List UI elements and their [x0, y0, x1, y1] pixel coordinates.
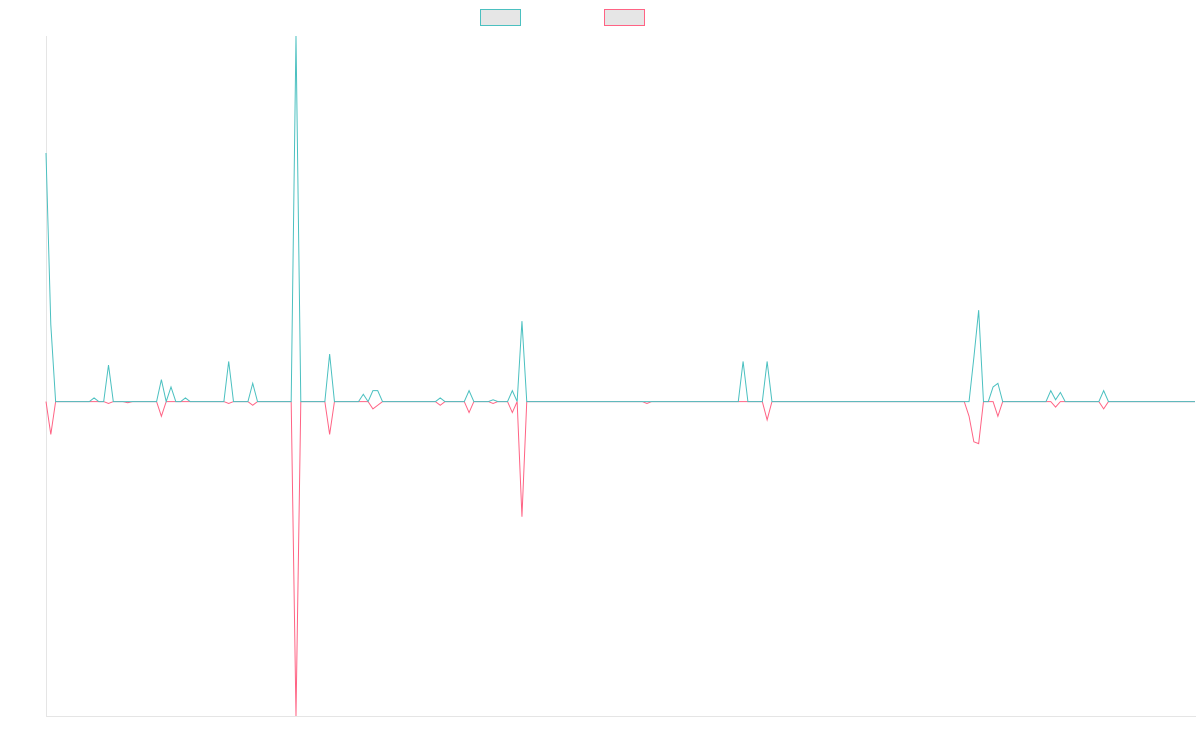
legend-swatch	[480, 9, 521, 26]
series-line	[45, 35, 1195, 404]
series-line	[45, 401, 1195, 717]
legend-swatch	[604, 9, 645, 26]
